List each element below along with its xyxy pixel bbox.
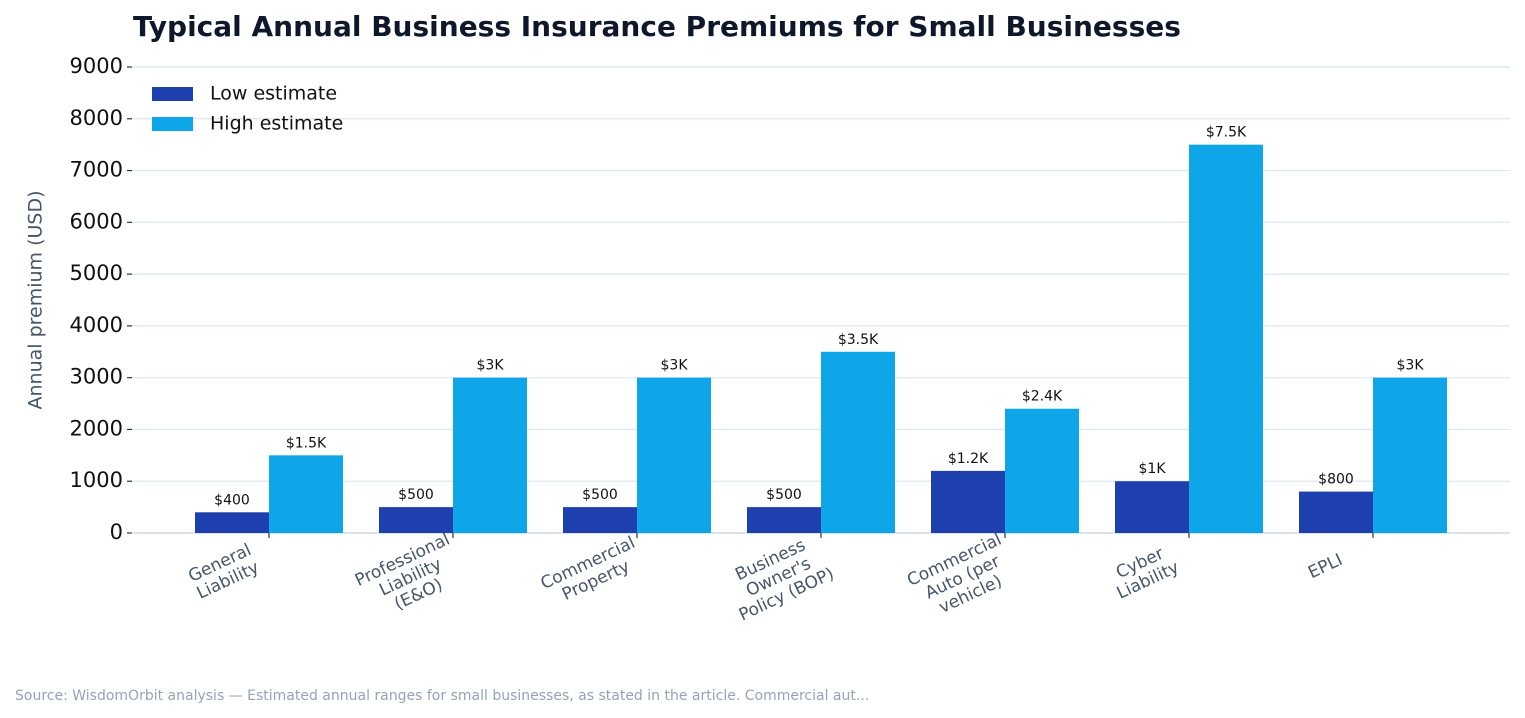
x-tick-label: EPLI [1305, 550, 1346, 583]
value-label: $3K [661, 358, 689, 374]
y-tick-label: 2000 [70, 416, 123, 440]
y-tick-label: 5000 [70, 261, 123, 285]
bar [1115, 481, 1189, 533]
y-tick-label: 8000 [70, 106, 123, 130]
bar [1005, 408, 1079, 533]
bar [379, 507, 453, 533]
value-label: $1K [1139, 461, 1167, 477]
bar [269, 455, 343, 533]
y-tick-label: 3000 [70, 365, 123, 389]
legend-label: Low estimate [210, 83, 337, 105]
y-axis-label: Annual premium (USD) [25, 190, 47, 409]
y-tick-label: 7000 [70, 158, 123, 182]
value-label: $3K [477, 358, 505, 374]
bar [931, 470, 1005, 533]
x-tick-label: CommercialProperty [538, 533, 647, 611]
legend-swatch [152, 117, 193, 131]
chart-title: Typical Annual Business Insurance Premiu… [133, 10, 1181, 43]
value-label: $500 [766, 487, 802, 503]
bar [453, 377, 527, 533]
x-tick-label: ProfessionalLiability(E&O) [352, 530, 469, 626]
bar [1189, 144, 1263, 533]
value-label: $3K [1397, 358, 1425, 374]
source-note: Source: WisdomOrbit analysis — Estimated… [15, 688, 869, 704]
value-label: $3.5K [838, 332, 879, 348]
y-tick-label: 1000 [70, 468, 123, 492]
value-label: $1.5K [286, 435, 327, 451]
bar [1373, 377, 1447, 533]
y-tick-label: 4000 [70, 313, 123, 337]
x-tick-label: CommercialAuto (pervehicle) [904, 530, 1021, 626]
bar [563, 507, 637, 533]
y-tick-label: 6000 [70, 209, 123, 233]
bar [195, 512, 269, 533]
bar [747, 507, 821, 533]
value-label: $500 [398, 487, 434, 503]
x-tick-label: GeneralLiability [185, 540, 262, 604]
value-label: $2.4K [1022, 389, 1063, 405]
y-tick-label: 9000 [70, 54, 123, 78]
bar [637, 377, 711, 533]
x-tick-label: CyberLiability [1106, 540, 1183, 603]
legend-swatch [152, 87, 193, 101]
value-label: $800 [1318, 472, 1354, 488]
bar [1299, 491, 1373, 533]
x-tick-label: BusinessOwner'sPolicy (BOP) [720, 529, 837, 625]
value-label: $400 [214, 492, 250, 508]
value-label: $1.2K [948, 451, 989, 467]
value-label: $7.5K [1206, 125, 1247, 141]
bar [821, 351, 895, 533]
legend-label: High estimate [210, 113, 343, 135]
value-label: $500 [582, 487, 618, 503]
y-tick-label: 0 [110, 520, 123, 544]
